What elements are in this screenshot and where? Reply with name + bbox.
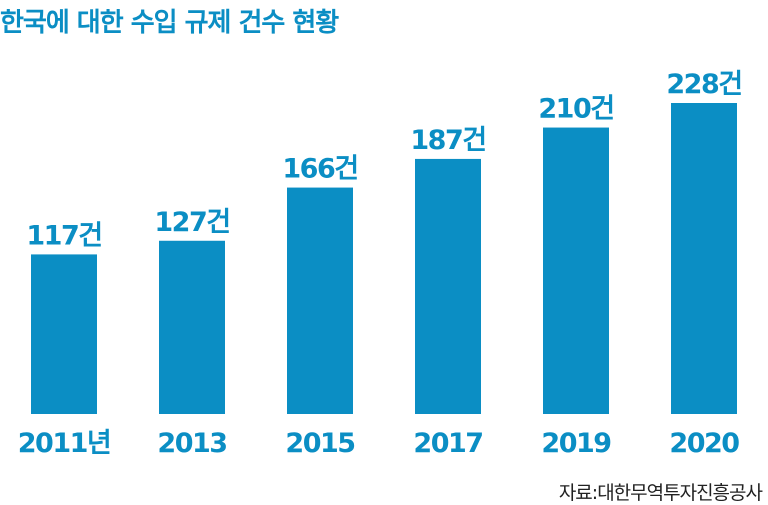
bar-2015: [287, 187, 353, 414]
data-label: 117건: [26, 220, 101, 251]
data-label: 166건: [282, 154, 357, 185]
bar-2020: [671, 103, 737, 414]
bar-2019: [543, 127, 609, 414]
category-label: 2011년: [18, 428, 111, 459]
category-label: 2013: [157, 428, 226, 459]
chart-title: 한국에 대한 수입 규제 건수 현황: [0, 8, 339, 38]
data-label: 210건: [538, 94, 613, 125]
data-label: 127건: [154, 207, 229, 238]
source-note: 자료:대한무역투자진흥공사: [558, 482, 763, 504]
category-label: 2019: [541, 428, 611, 459]
data-label: 187건: [410, 125, 485, 156]
category-label: 2017: [413, 428, 482, 459]
category-label: 2015: [285, 428, 354, 459]
data-label: 228건: [666, 69, 741, 100]
bar-2017: [415, 158, 481, 414]
category-label: 2020: [669, 428, 739, 459]
bar-2013: [159, 240, 225, 414]
bar-2011년: [31, 254, 97, 414]
